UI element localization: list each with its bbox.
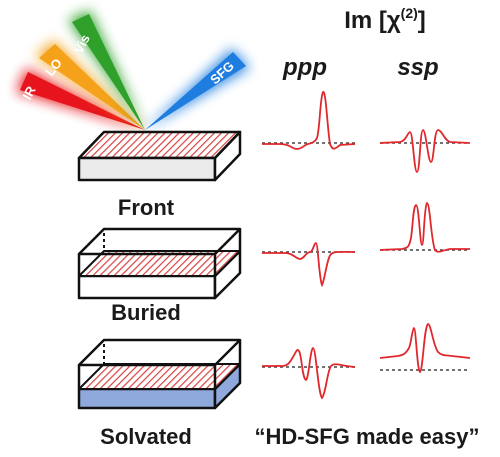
- solvated-label: Solvated: [100, 424, 192, 449]
- spectrum-buried-ppp: [262, 242, 356, 288]
- ssp-column-header: ssp: [397, 54, 438, 81]
- spectrum-solvated-ssp: [379, 323, 471, 374]
- front-sample: [77, 130, 242, 182]
- buried-sample: [77, 227, 242, 300]
- spectra-grid: [262, 91, 471, 400]
- solvated-sample: [77, 338, 242, 410]
- im-chi2-title: Im [χ(2)]: [344, 5, 426, 34]
- beam-group: IR LO Vis SFG: [16, 10, 250, 130]
- spectrum-buried-ssp: [379, 202, 470, 253]
- spectrum-solvated-ppp: [262, 347, 356, 400]
- sfg-beam: SFG: [145, 48, 250, 130]
- spectrum-front-ppp: [262, 91, 356, 150]
- buried-label: Buried: [111, 300, 181, 325]
- spectrum-front-ssp: [379, 129, 471, 173]
- front-label: Front: [118, 195, 175, 220]
- ppp-column-header: ppp: [282, 54, 327, 81]
- lo-beam: LO: [35, 40, 145, 130]
- tagline: “HD-SFG made easy”: [255, 424, 480, 449]
- ir-beam: IR: [16, 68, 145, 130]
